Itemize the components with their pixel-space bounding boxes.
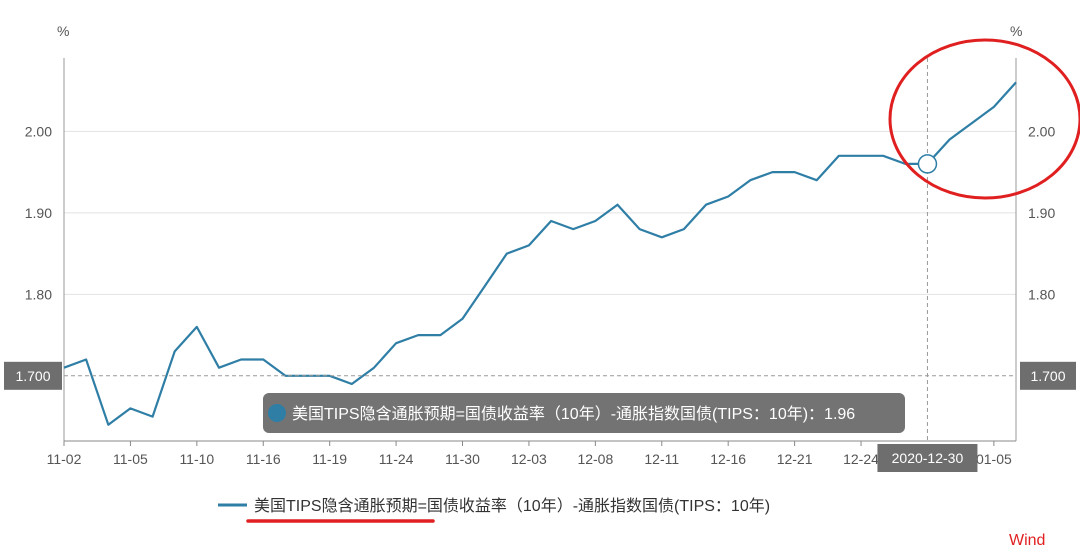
x-tick-label: 12-08 [577,451,613,467]
y-axis-unit-left: % [57,23,69,39]
x-tick-label: 11-02 [47,451,82,467]
y-value-label-right-text: 1.700 [1030,368,1065,384]
y-axis-unit-right: % [1010,23,1022,39]
x-tick-label: 11-24 [379,451,414,467]
tooltip-bg [263,393,905,433]
x-tick-label: 12-16 [710,451,746,467]
y-value-label-right: 1.700 [1020,361,1076,390]
tooltip-text: 美国TIPS隐含通胀预期=国债收益率（10年）-通胀指数国债(TIPS：10年)… [292,405,855,423]
legend-label: 美国TIPS隐含通胀预期=国债收益率（10年）-通胀指数国债(TIPS：10年) [254,497,770,515]
y-tick-label-right: 1.90 [1028,205,1055,221]
wind-watermark: Wind [1009,532,1045,549]
y-tick-label-right: 2.00 [1028,123,1055,139]
x-tick-label: 11-16 [246,451,281,467]
x-value-label-bg [877,444,978,472]
y-tick-label-left: 1.80 [25,286,52,302]
x-tick-label: 12-24 [843,451,879,467]
x-tick-label: 12-03 [511,451,547,467]
y-value-label-right-bg [1020,361,1076,390]
y-tick-label-left: 2.00 [25,123,52,139]
x-tick-label: 11-30 [445,451,480,467]
red-annotation-circle [888,38,1080,200]
x-value-label-text: 2020-12-30 [892,450,964,466]
y-value-label-left-text: 1.700 [15,368,50,384]
highlight-point [917,154,938,174]
x-tick-label: 11-19 [312,451,347,467]
x-tick-label: 11-10 [179,451,214,467]
tooltip-series-dot [268,404,286,422]
x-tick-label: 11-05 [113,451,148,467]
x-tick-label: 12-11 [644,451,679,467]
x-value-label: 2020-12-30 [877,444,978,472]
series-line [63,81,1017,426]
x-tick-label: 01-05 [976,451,1012,467]
tooltip: 美国TIPS隐含通胀预期=国债收益率（10年）-通胀指数国债(TIPS：10年)… [263,393,905,433]
x-tick-label: 12-21 [777,451,813,467]
y-value-label-left-bg [4,361,62,390]
legend: 美国TIPS隐含通胀预期=国债收益率（10年）-通胀指数国债(TIPS：10年) [218,497,770,515]
y-tick-label-left: 1.90 [25,205,52,221]
y-tick-label-right: 1.80 [1028,286,1055,302]
y-value-label-left: 1.700 [4,361,62,390]
